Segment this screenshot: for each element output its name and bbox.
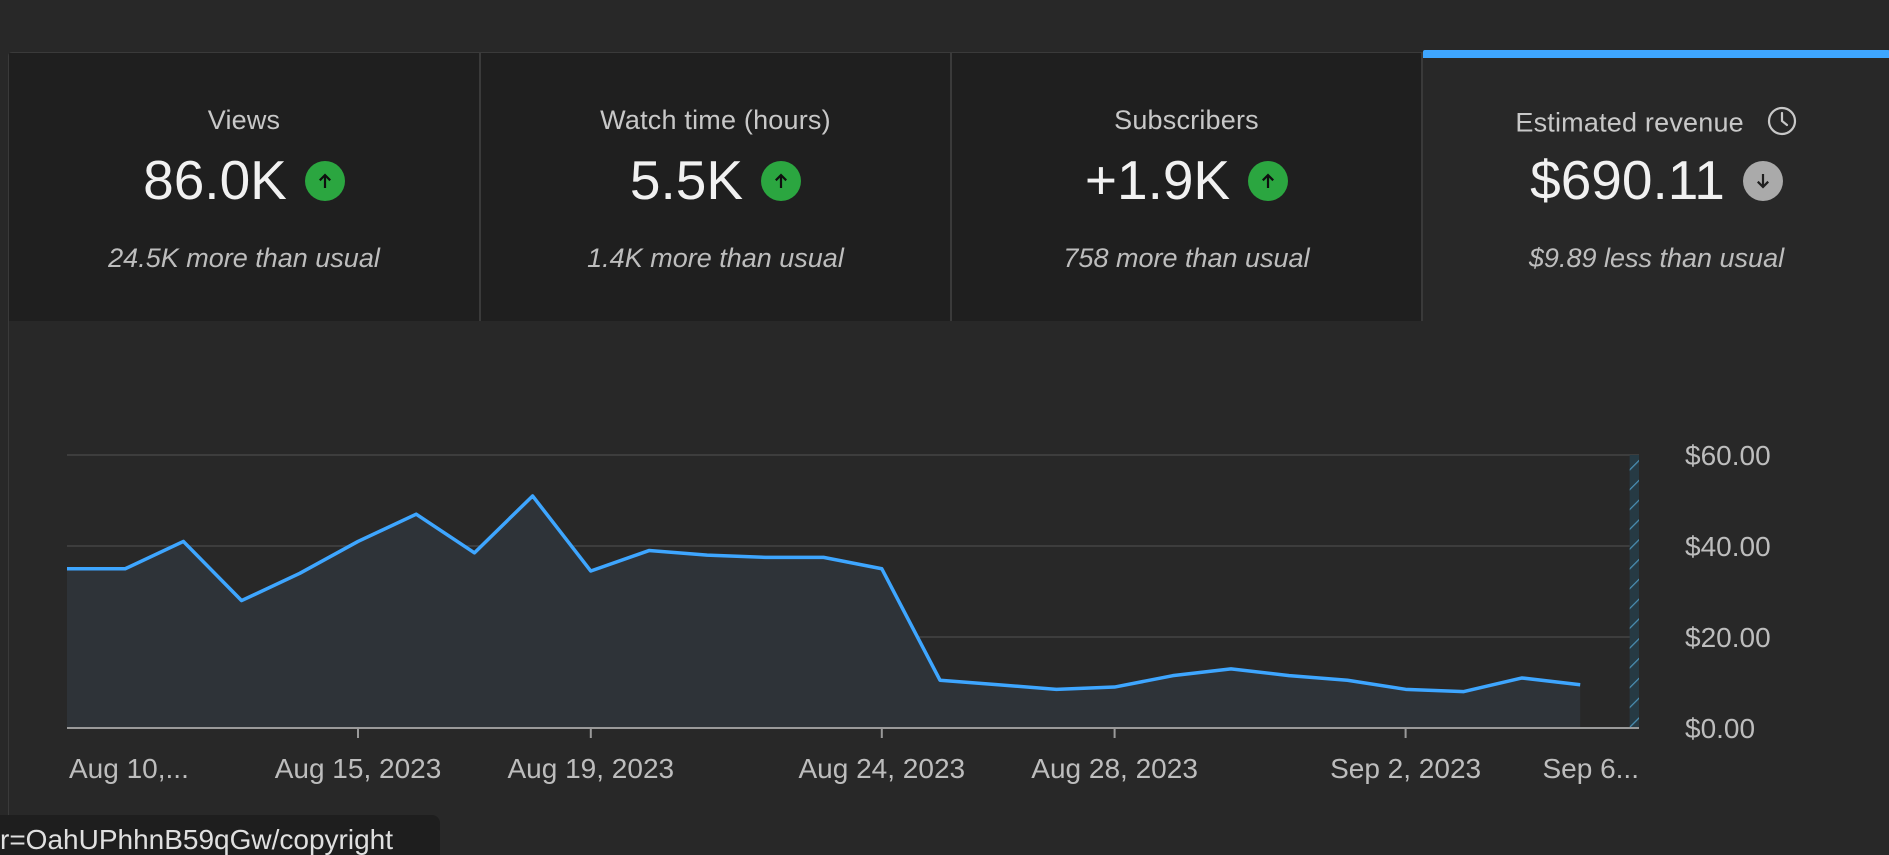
link-url-tooltip: r=OahUPhhnB59qGw/copyright [0, 815, 440, 855]
series-area [67, 496, 1580, 728]
x-tick-label: Sep 6... [1542, 753, 1639, 784]
x-tick-label: Sep 2, 2023 [1330, 753, 1481, 784]
incomplete-period-hatch [1630, 455, 1639, 728]
x-tick-label: Aug 15, 2023 [275, 753, 442, 784]
x-tick-label: Aug 24, 2023 [799, 753, 966, 784]
x-tick-label: Aug 28, 2023 [1031, 753, 1198, 784]
y-tick-label: $40.00 [1685, 531, 1771, 562]
x-tick-label: Aug 10,... [69, 753, 189, 784]
x-tick-label: Aug 19, 2023 [508, 753, 675, 784]
y-tick-label: $20.00 [1685, 622, 1771, 653]
y-tick-label: $60.00 [1685, 440, 1771, 471]
y-tick-label: $0.00 [1685, 713, 1755, 744]
